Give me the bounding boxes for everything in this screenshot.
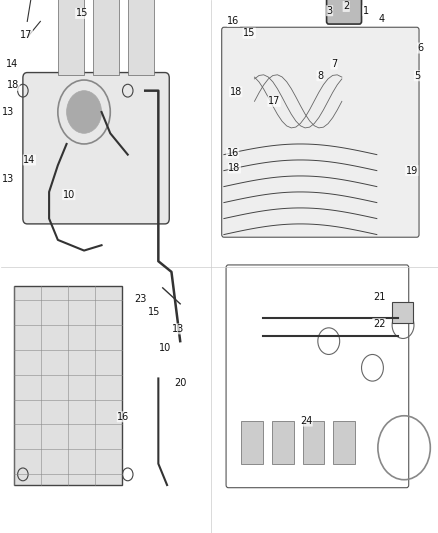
Bar	[272, 421, 294, 464]
Text: 16: 16	[117, 412, 130, 422]
Bar	[303, 421, 325, 464]
Text: 1: 1	[363, 6, 369, 16]
Text: 23: 23	[134, 294, 147, 303]
Text: 7: 7	[331, 59, 337, 69]
Text: 16: 16	[227, 17, 240, 27]
Text: 17: 17	[20, 30, 32, 40]
Text: 3: 3	[327, 6, 333, 16]
Text: 10: 10	[63, 190, 75, 199]
Bar	[333, 421, 355, 464]
Text: 24: 24	[300, 416, 312, 426]
Text: 13: 13	[1, 174, 14, 183]
FancyBboxPatch shape	[23, 72, 169, 224]
Text: 18: 18	[228, 163, 240, 173]
Text: 19: 19	[406, 166, 418, 175]
Text: 20: 20	[174, 378, 187, 387]
Bar	[58, 0, 84, 75]
Text: 8: 8	[317, 71, 323, 81]
Text: 5: 5	[414, 71, 420, 81]
Text: 17: 17	[268, 96, 280, 106]
Text: 10: 10	[159, 343, 171, 352]
Bar	[128, 0, 154, 75]
Text: 21: 21	[373, 293, 385, 302]
Circle shape	[67, 91, 102, 133]
Text: 15: 15	[148, 307, 160, 317]
Bar	[241, 421, 263, 464]
Bar	[392, 302, 413, 323]
Text: 16: 16	[226, 148, 239, 158]
Text: 18: 18	[230, 87, 242, 96]
Bar	[14, 286, 122, 485]
Text: 13: 13	[1, 107, 14, 117]
Bar	[93, 0, 119, 75]
Text: 15: 15	[76, 9, 88, 19]
Text: 15: 15	[243, 28, 255, 38]
Text: 6: 6	[417, 43, 424, 53]
FancyBboxPatch shape	[327, 0, 361, 24]
Text: 14: 14	[6, 59, 18, 69]
Text: 22: 22	[373, 319, 385, 328]
Text: 4: 4	[378, 14, 384, 24]
Text: 13: 13	[172, 324, 184, 334]
Text: 14: 14	[23, 155, 35, 165]
Text: 2: 2	[343, 2, 350, 12]
Text: 18: 18	[7, 80, 19, 90]
FancyBboxPatch shape	[222, 27, 419, 237]
